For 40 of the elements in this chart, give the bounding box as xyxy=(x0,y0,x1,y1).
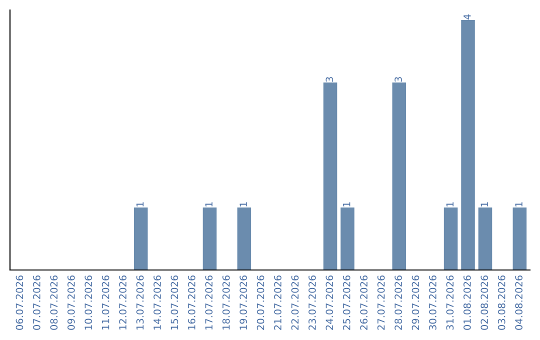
x-tick-label: 07.07.2026 xyxy=(33,275,40,330)
data-label: 3 xyxy=(394,77,402,82)
data-label: 1 xyxy=(446,202,454,206)
x-tick-label: 01.08.2026 xyxy=(463,275,471,330)
x-tick-label: 14.07.2026 xyxy=(154,275,161,330)
x-tick-label: 24.07.2026 xyxy=(326,275,334,330)
data-label: 1 xyxy=(205,202,212,206)
x-tick-label: 19.07.2026 xyxy=(240,275,247,330)
data-label: 1 xyxy=(240,202,247,206)
x-tick-label: 06.07.2026 xyxy=(16,275,24,330)
x-tick-label: 28.07.2026 xyxy=(394,275,402,330)
x-tick-label: 12.07.2026 xyxy=(119,275,126,330)
x-tick-label: 04.08.2026 xyxy=(515,275,522,330)
data-label: 1 xyxy=(136,202,144,206)
x-tick-label: 08.07.2026 xyxy=(50,275,58,330)
x-tick-label: 23.07.2026 xyxy=(308,275,316,330)
x-tick-label: 25.07.2026 xyxy=(342,275,350,330)
x-tick-label: 02.08.2026 xyxy=(480,275,488,330)
x-tick-label: 03.08.2026 xyxy=(498,275,506,330)
x-tick-label: 20.07.2026 xyxy=(256,275,264,330)
x-tick-label: 18.07.2026 xyxy=(222,275,230,330)
x-tick-label: 22.07.2026 xyxy=(291,275,299,330)
x-tick-label: 21.07.2026 xyxy=(274,275,282,330)
x-tick-label: 31.07.2026 xyxy=(446,275,454,330)
x-tick-label: 16.07.2026 xyxy=(188,275,196,330)
x-tick-label: 27.07.2026 xyxy=(377,275,385,330)
data-label: 3 xyxy=(326,77,334,82)
data-label: 1 xyxy=(480,202,488,206)
x-tick-label: 10.07.2026 xyxy=(84,275,92,330)
x-tick-label: 15.07.2026 xyxy=(170,275,178,330)
data-label: 4 xyxy=(464,14,471,20)
x-tick-label: 11.07.2026 xyxy=(102,275,110,330)
data-label: 1 xyxy=(515,202,522,206)
x-tick-label: 29.07.2026 xyxy=(412,275,420,330)
x-tick-label: 30.07.2026 xyxy=(429,275,436,330)
data-label: 1 xyxy=(343,202,350,206)
x-tick-label: 09.07.2026 xyxy=(67,275,75,330)
x-tick-label: 13.07.2026 xyxy=(136,275,144,330)
x-tick-label: 17.07.2026 xyxy=(205,275,213,330)
x-tick-label: 26.07.2026 xyxy=(360,275,368,330)
